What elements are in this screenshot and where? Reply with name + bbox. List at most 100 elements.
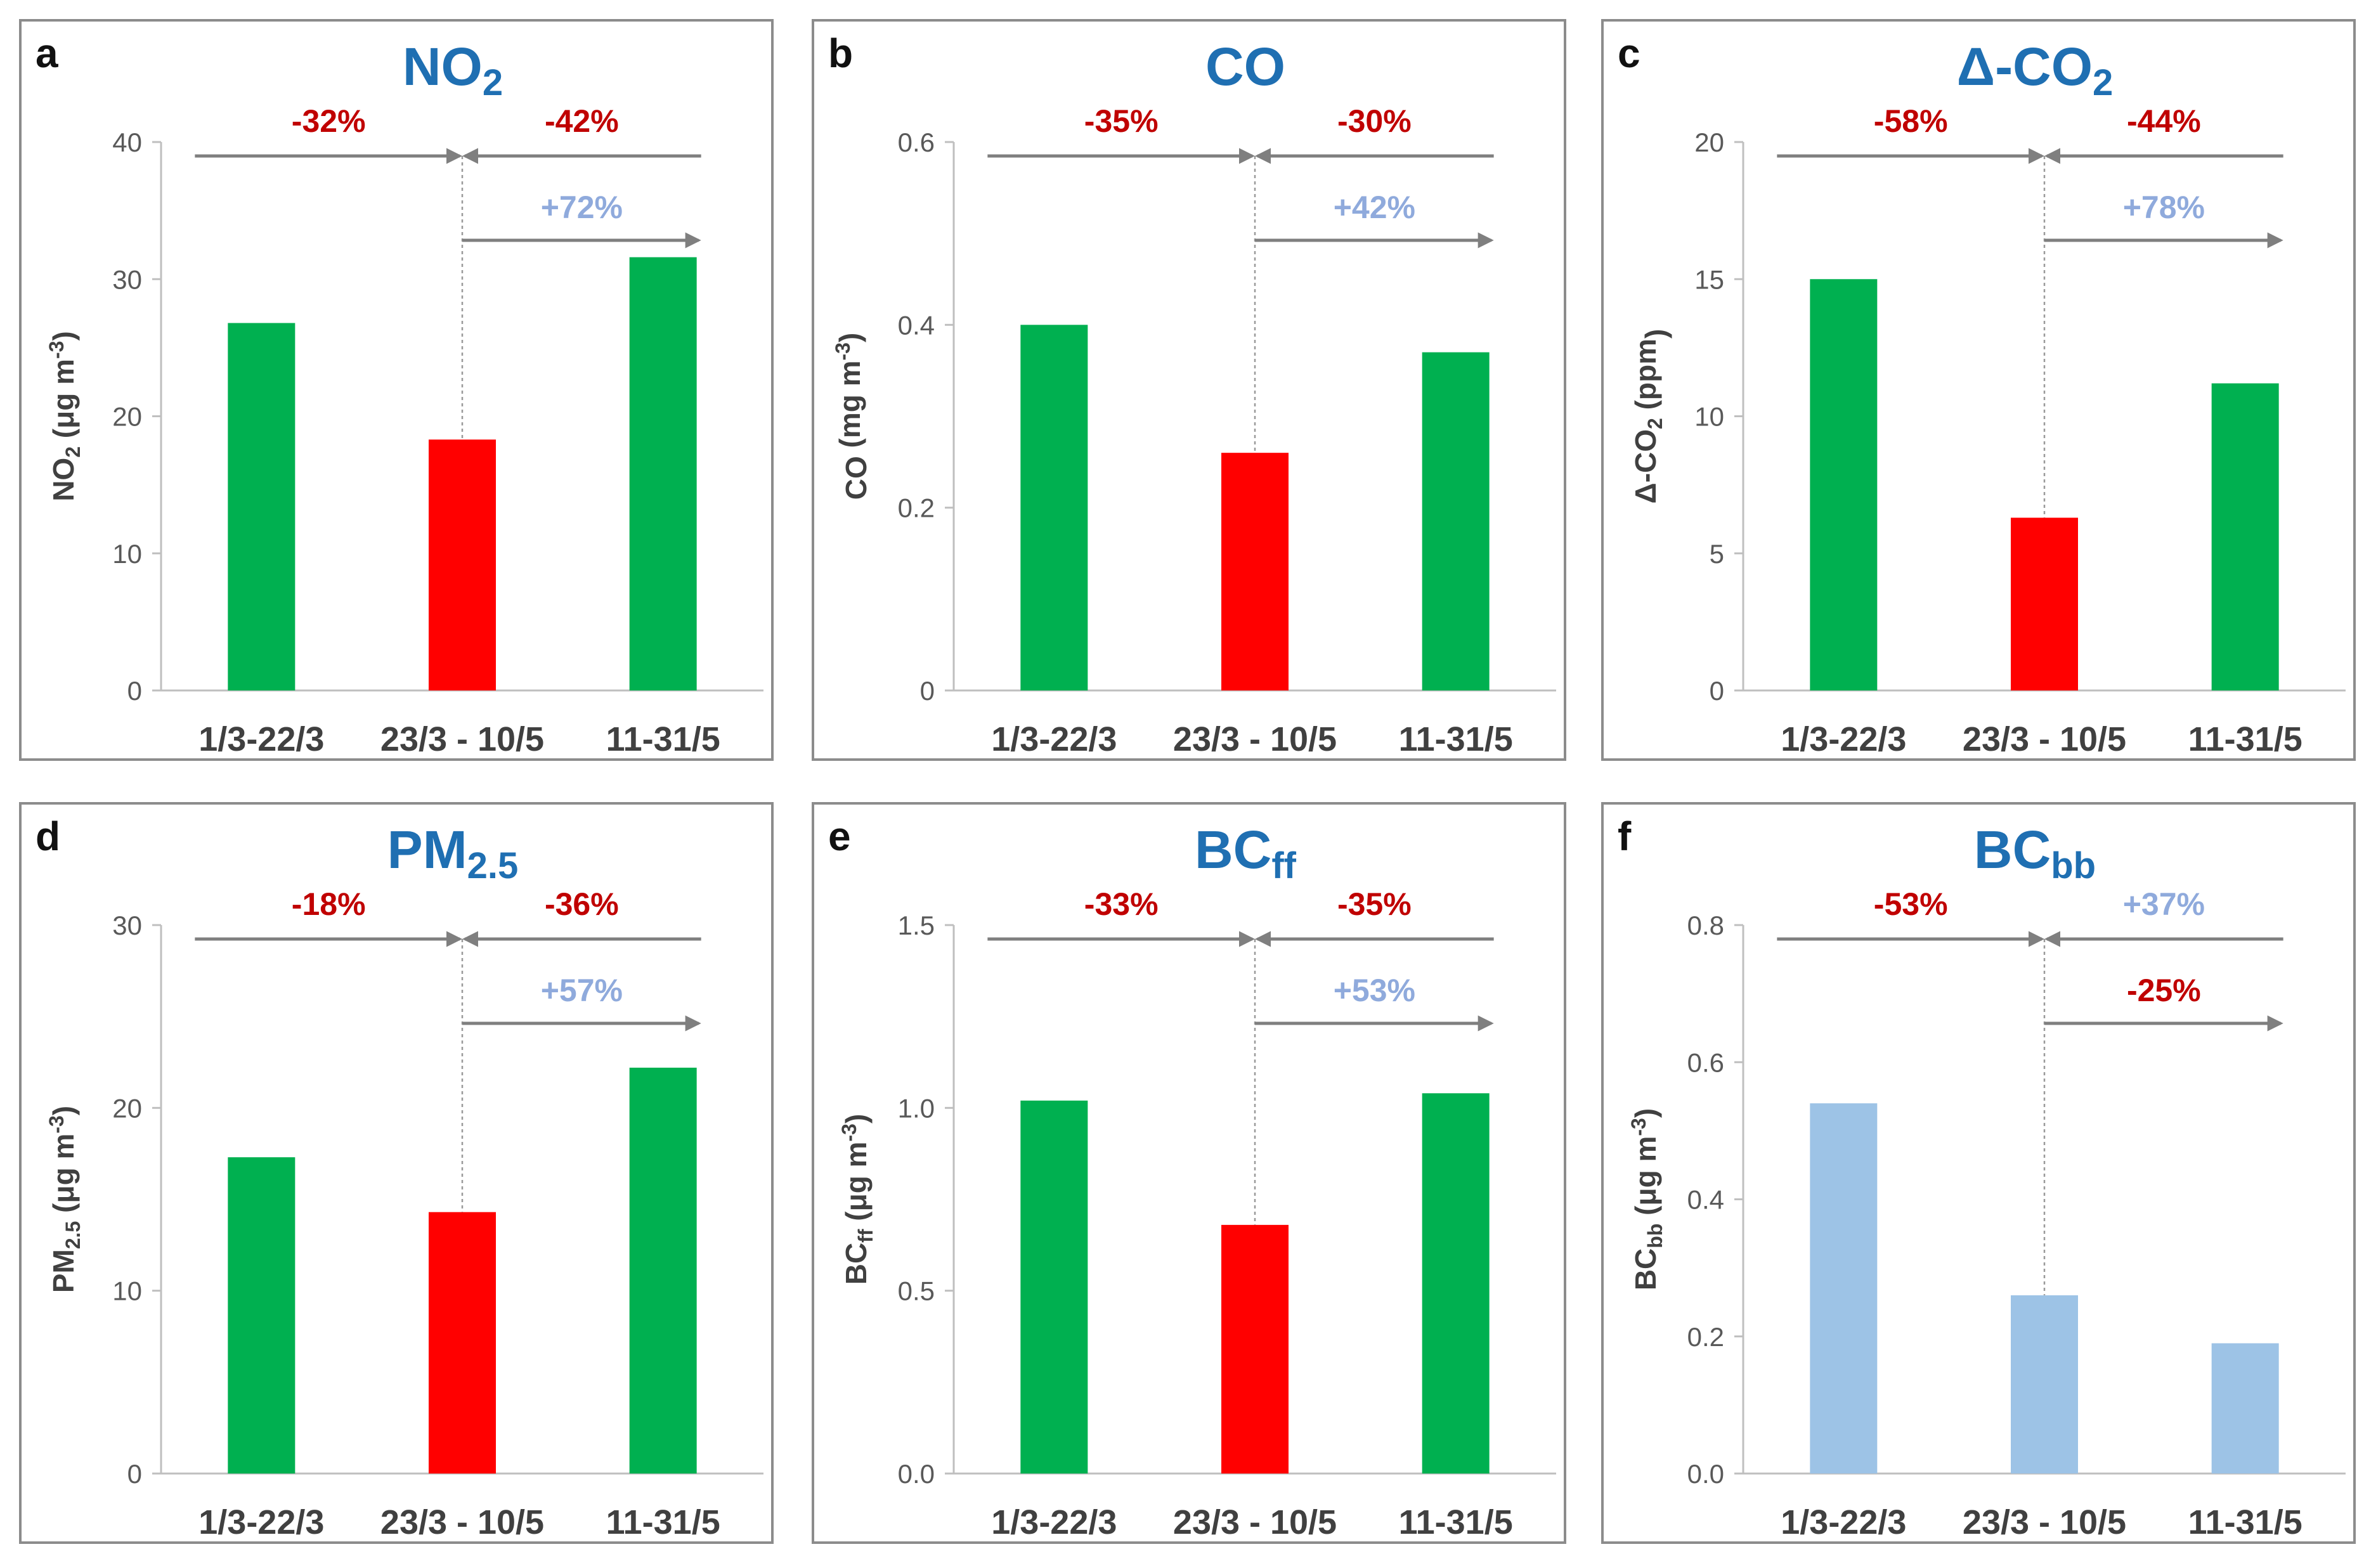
chart-title: PM2.5 [387,820,519,886]
y-label-main: CO [840,456,873,500]
y-label-main: BC [1629,1248,1662,1290]
bar-3 [2211,1343,2279,1474]
change-label-lower: +72% [541,190,623,225]
y-label-close: ) [840,1114,873,1124]
change-label-left: -32% [292,103,366,139]
y-tick-label: 5 [1710,539,1724,569]
y-label-units: (μg m [1629,1136,1662,1224]
bar-1 [1810,279,1878,690]
change-label-right: -35% [1337,886,1412,922]
x-category-label: 11-31/5 [1399,1503,1513,1541]
chart-title-subscript: ff [1271,845,1296,886]
x-category-label: 1/3-22/3 [991,1503,1117,1541]
y-tick-label: 0.5 [898,1276,935,1306]
change-label-right: -36% [545,886,619,922]
y-label-main: Δ-CO [1629,429,1662,503]
bar-1 [1810,1103,1878,1474]
y-tick-label: 0 [1710,676,1724,706]
change-label-left: -35% [1084,103,1159,139]
y-label-close: ) [47,1106,80,1115]
y-tick-label: 15 [1694,264,1724,294]
change-label-lower: +78% [2123,190,2205,225]
y-tick-label: 0 [127,676,142,706]
y-axis-label: BCff (μg m-3) [838,1114,877,1285]
change-label-right: -42% [545,103,619,139]
chart-panel-e: e BCff 0.0 0.5 1.0 1.5 BCff (μg m-3) 1/3-22/3 23… [812,802,1566,1544]
y-tick-label: 40 [112,127,142,157]
y-tick-label: 0.4 [898,310,935,340]
y-tick-label: 20 [1694,127,1724,157]
y-axis-label: Δ-CO2 (ppm) [1629,329,1672,504]
y-tick-label: 10 [112,539,142,569]
y-tick-label: 20 [112,1093,142,1123]
chart-title-subscript: 2 [2093,62,2113,103]
x-category-label: 23/3 - 10/5 [1963,1503,2126,1541]
change-label-left: -53% [1874,886,1948,922]
y-label-superscript: -3 [45,1115,68,1133]
change-label-right: +37% [2123,886,2205,922]
y-tick-label: 10 [112,1276,142,1306]
chart-title: CO [1205,37,1285,96]
x-category-label: 23/3 - 10/5 [1963,720,2126,758]
bar-3 [629,1067,697,1474]
panel-letter: f [1618,813,1632,859]
y-axis-label: NO2 (μg m-3) [45,331,84,502]
chart-panel-c: c Δ-CO2 0 5 10 15 20 Δ-CO2 (ppm) 1/3-22/3 23/3 - … [1601,19,2356,761]
y-label-units: (ppm [1629,339,1662,418]
panel-letter: b [828,30,853,76]
y-tick-label: 0 [127,1459,142,1489]
y-label-superscript: -3 [838,1124,861,1141]
chart-svg: b CO 0 0.2 0.4 0.6 CO (mg m-3) 1/3-22/3 23/3 - 1… [828,30,1556,758]
y-tick-label: 1.5 [898,910,935,940]
panel-letter: e [828,813,851,859]
y-label-subscript: ff [854,1229,877,1243]
chart-panel-d: d PM2.5 0 10 20 30 PM2.5 (μg m-3) 1/3-22/3 23/3 … [19,802,774,1544]
x-category-label: 23/3 - 10/5 [380,1503,544,1541]
chart-panel-a: a NO2 0 10 20 30 40 NO2 (μg m-3) 1/3-22/3 23/3 - … [19,19,774,761]
y-label-subscript: 2 [1644,418,1666,429]
change-label-lower: +42% [1334,190,1415,225]
y-label-units: (μg m [840,1141,873,1229]
panel-letter: a [36,30,58,76]
chart-panel-b: b CO 0 0.2 0.4 0.6 CO (mg m-3) 1/3-22/3 23/3 - 1… [812,19,1566,761]
chart-title-main: NO [403,37,483,96]
change-label-right: -30% [1337,103,1412,139]
change-label-right: -44% [2127,103,2201,139]
bar-2 [429,439,496,690]
panel-letter: d [36,813,60,859]
chart-title: NO2 [403,37,503,103]
bar-2 [2011,1295,2078,1474]
y-label-subscript: 2.5 [62,1221,84,1249]
bar-1 [1020,1100,1088,1474]
x-category-label: 1/3-22/3 [1781,720,1906,758]
x-category-label: 1/3-22/3 [991,720,1117,758]
change-label-left: -58% [1874,103,1948,139]
x-category-label: 11-31/5 [2188,1503,2302,1541]
y-label-close: ) [47,331,80,340]
y-label-close: ) [1639,329,1672,339]
y-label-close: ) [833,333,866,342]
y-axis-label: BCbb (μg m-3) [1627,1108,1666,1290]
y-tick-label: 1.0 [898,1093,935,1123]
y-label-units: (mg m [833,361,866,457]
y-tick-label: 0.0 [1687,1459,1724,1489]
chart-title-main: PM [387,820,467,879]
y-label-superscript: -3 [831,342,854,360]
x-category-label: 23/3 - 10/5 [380,720,544,758]
y-tick-label: 0.6 [1687,1047,1724,1077]
chart-title: BCff [1195,820,1297,886]
x-category-label: 11-31/5 [606,1503,720,1541]
y-label-units: (μg m [47,359,80,446]
y-tick-label: 30 [112,264,142,294]
y-tick-label: 0 [920,676,935,706]
bar-3 [1422,352,1490,690]
bar-3 [2211,383,2279,690]
y-tick-label: 0.4 [1687,1185,1724,1215]
y-label-main: PM [47,1249,80,1293]
x-category-label: 1/3-22/3 [1781,1503,1906,1541]
y-label-close: ) [1629,1108,1662,1118]
x-category-label: 23/3 - 10/5 [1173,720,1337,758]
bar-2 [2011,517,2078,690]
